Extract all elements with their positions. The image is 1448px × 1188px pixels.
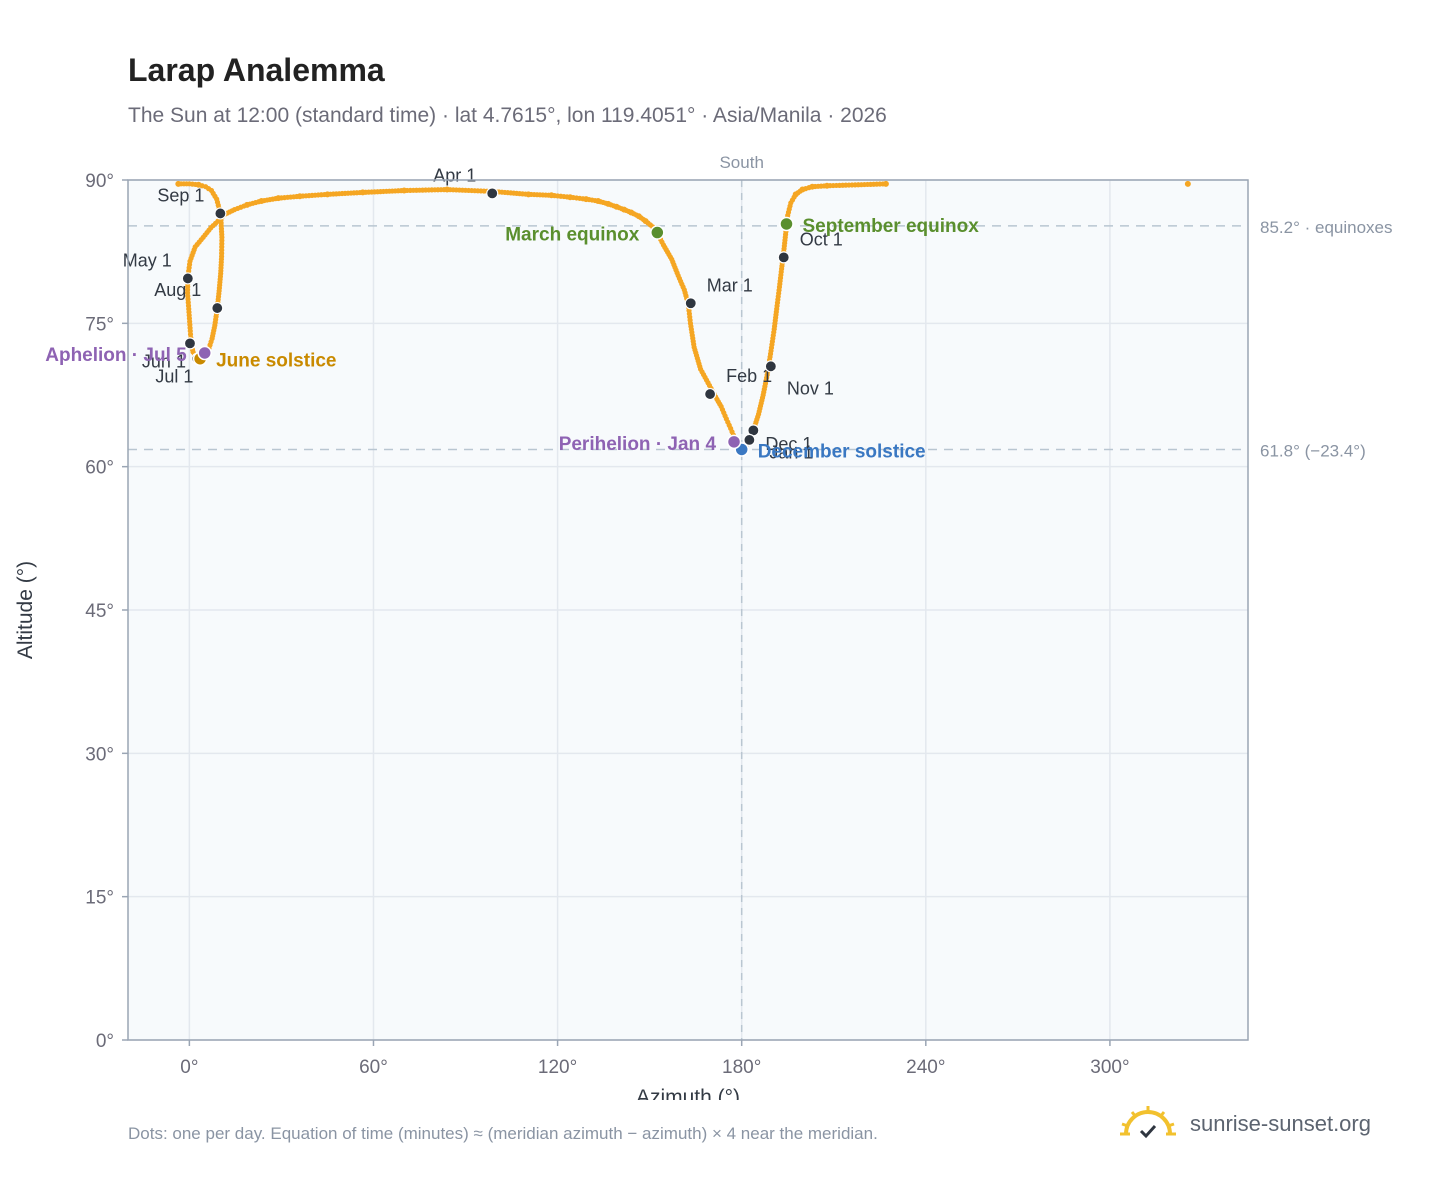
event-marker [726,434,742,450]
daily-dot [444,186,451,193]
daily-dot [613,203,620,210]
daily-dot [175,180,182,187]
daily-dot [244,201,251,208]
x-tick-label: 300° [1090,1057,1129,1078]
month-label: May 1 [123,250,172,270]
y-tick-label: 45° [85,601,114,622]
event-label: Aphelion · Jul 5 [45,345,187,366]
y-tick-label: 30° [85,744,114,765]
x-tick-label: 0° [180,1057,198,1078]
daily-dot [401,187,408,194]
event-label: March equinox [505,225,640,246]
x-axis-label: Azimuth (°) [636,1086,740,1100]
daily-dot [628,209,635,216]
month-label: Jun 1 [142,351,186,371]
month-marker [183,337,197,350]
event-markers: March equinox September equinox June solst… [45,216,979,463]
chart-subtitle: The Sun at 12:00 (standard time) · lat 4… [128,104,887,127]
brand-name: sunrise-sunset.org [1190,1111,1371,1136]
month-marker [214,207,227,220]
month-marker [764,360,777,373]
event-marker [197,345,212,361]
daily-dot [296,193,303,200]
month-label: Nov 1 [787,378,834,398]
event-marker [650,225,665,240]
reference-lines: South 85.2° · equinoxes 61.8° (−23.4°) [128,153,1393,1040]
chart-title: Larap Analemma [128,52,385,88]
daily-dot [525,191,532,198]
daily-dot [567,194,574,201]
altitude-reference-label: 61.8° (−23.4°) [1260,441,1366,460]
analemma-path [175,180,1191,453]
event-label: Perihelion · Jan 4 [559,434,717,455]
daily-dot [324,191,331,198]
sun-check-icon [1120,1106,1176,1139]
daily-dot [824,182,831,189]
month-label: Feb 1 [726,366,772,386]
daily-dot [359,189,366,196]
daily-dot [792,191,799,198]
footnote: Dots: one per day. Equation of time (min… [128,1124,878,1143]
month-label: Oct 1 [800,229,843,249]
daily-dot [799,186,806,193]
brand-logo[interactable]: sunrise-sunset.org [1120,1102,1371,1146]
month-marker [211,301,224,315]
month-marker [486,187,499,200]
event-marker [779,216,794,232]
daily-dot [195,181,202,188]
x-axis-ticks: 0° 60° 120° 180° 240° 300° [180,1040,1130,1078]
month-label: Jul 1 [155,367,193,387]
month-marker [181,272,194,285]
daily-dot [882,180,889,187]
month-label: Mar 1 [707,275,753,295]
event-label: June solstice [216,351,336,372]
y-tick-label: 0° [96,1031,114,1052]
daily-dot [642,218,649,225]
month-marker [777,251,790,264]
month-label: Apr 1 [433,165,476,185]
x-tick-label: 180° [722,1057,761,1078]
daily-dot [548,192,555,199]
daily-dot [258,198,265,205]
x-tick-label: 240° [906,1057,945,1078]
event-label: December solstice [758,441,926,462]
month-label: Dec 1 [765,434,812,454]
month-label: Aug 1 [154,280,201,300]
y-tick-label: 15° [85,888,114,909]
daily-dot [275,195,282,202]
daily-dot [605,200,612,207]
y-tick-label: 90° [85,171,114,192]
daily-dot [1184,180,1191,187]
daily-dot [635,213,642,220]
daily-dot [595,198,602,205]
month-label: Jan 1 [769,442,813,462]
daily-dot [583,196,590,203]
month-marker [684,297,697,310]
daily-dot [621,206,628,213]
event-label: September equinox [802,216,979,237]
daily-dot [809,183,816,190]
x-tick-label: 120° [538,1057,577,1078]
altitude-reference-label: 85.2° · equinoxes [1260,218,1393,237]
month-marker [703,387,717,401]
month-marker [743,433,756,447]
month-label: Sep 1 [157,185,204,205]
y-axis-label: Altitude (°) [14,561,37,659]
x-tick-label: 60° [359,1057,388,1078]
y-axis-ticks: 0° 15° 30° 45° 60° 75° 90° [85,171,128,1052]
y-tick-label: 75° [85,314,114,335]
analemma-chart: South 85.2° · equinoxes 61.8° (−23.4°) Jan… [14,153,1393,1100]
south-label: South [719,153,763,172]
y-tick-label: 60° [85,458,114,479]
